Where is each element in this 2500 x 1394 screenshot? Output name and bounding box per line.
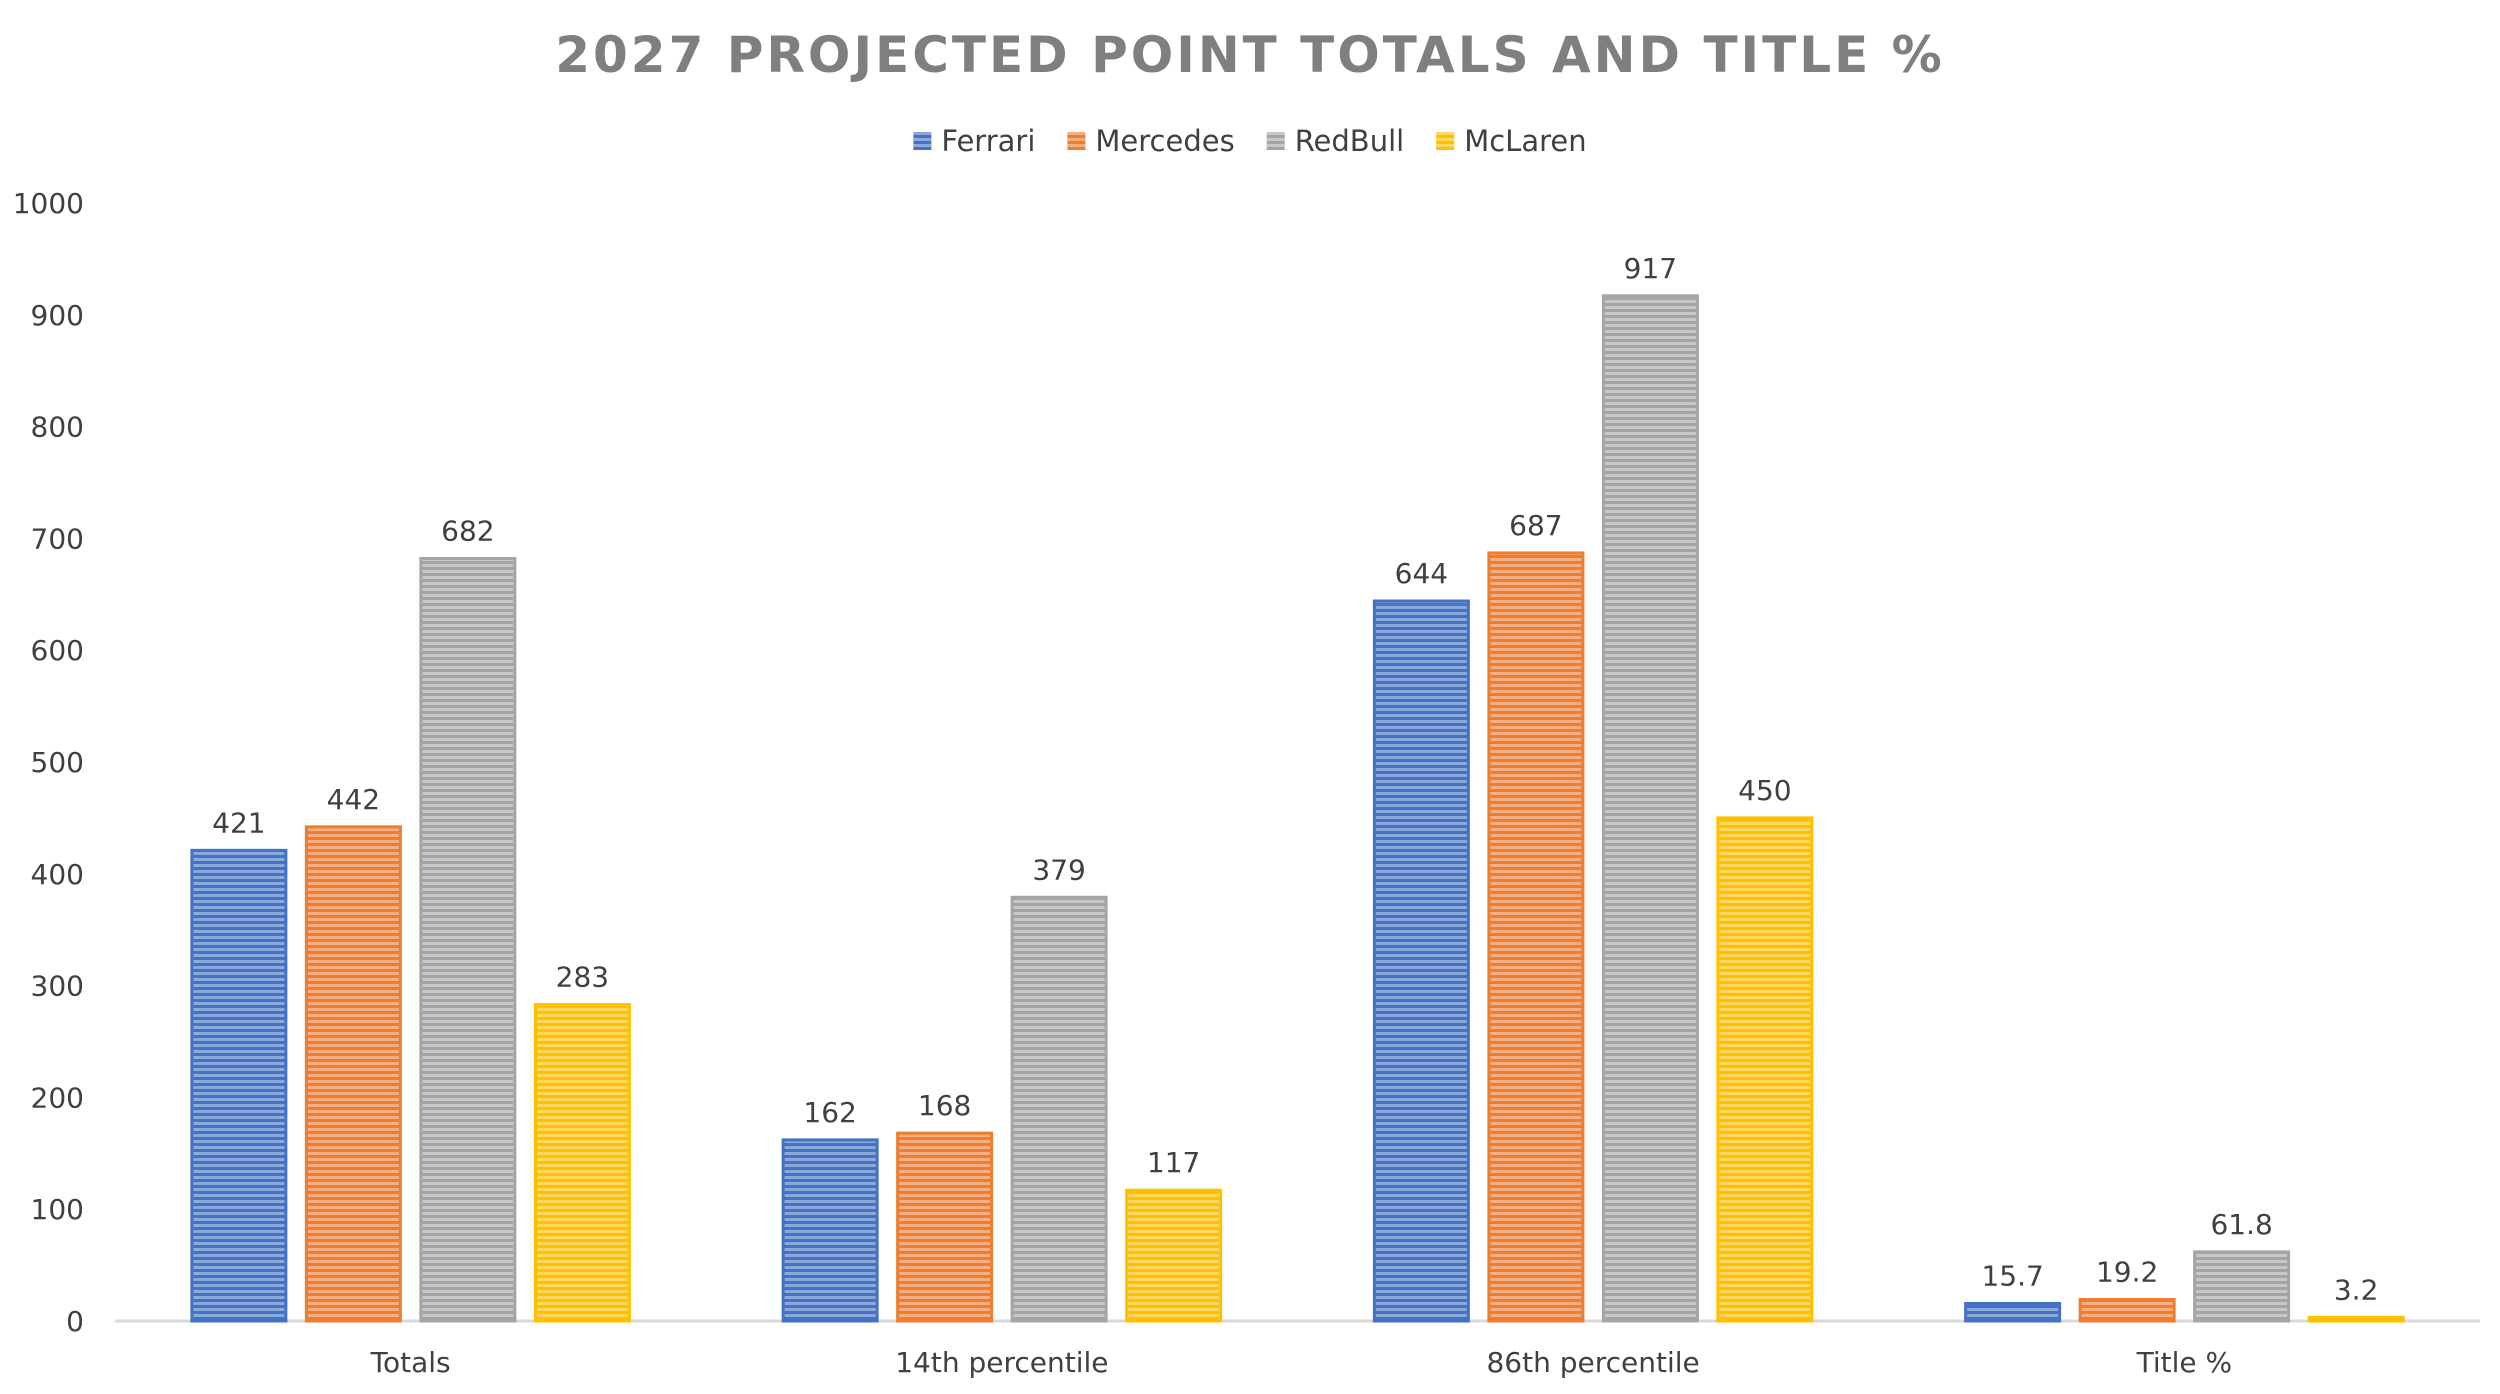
- bar-stripes: [191, 850, 286, 1321]
- chart-title: 2027 PROJECTED POINT TOTALS AND TITLE %: [555, 26, 1945, 84]
- bar-stripes: [306, 826, 401, 1321]
- bar-outline: [419, 557, 517, 1323]
- bar-stripes: [1126, 1190, 1221, 1321]
- y-tick-label: 600: [31, 634, 84, 667]
- y-axis-tick-labels: 0 100 200 300 400 500 600 700 800 900 1000: [13, 187, 84, 1338]
- legend-swatch-stripes: [1436, 132, 1455, 150]
- legend-label: Mercedes: [1095, 124, 1234, 158]
- bar-outline: [896, 1131, 994, 1323]
- bar-outline: [1601, 294, 1699, 1323]
- bar-outline: [304, 825, 402, 1323]
- data-label: 283: [556, 961, 609, 994]
- data-label: 19.2: [2096, 1256, 2158, 1289]
- y-tick-label: 200: [31, 1081, 84, 1114]
- bar-mercedes-0: [304, 825, 402, 1323]
- data-label: 917: [1624, 252, 1677, 285]
- category-label: 14th percentile: [895, 1346, 1108, 1379]
- data-label: 682: [441, 515, 494, 548]
- bar-stripes: [1603, 295, 1698, 1322]
- bar-outline: [1125, 1188, 1223, 1323]
- bar-ferrari-1: [781, 1138, 879, 1323]
- bar-stripes: [1374, 601, 1469, 1321]
- bar-redbull-2: [1601, 294, 1699, 1323]
- y-tick-label: 800: [31, 411, 84, 444]
- bar-mercedes-2: [1487, 551, 1585, 1323]
- data-label: 379: [1032, 853, 1085, 886]
- data-label: 162: [803, 1096, 856, 1129]
- legend-item-ferrari: Ferrari: [913, 124, 1035, 158]
- bar-mercedes-3: [2078, 1298, 2176, 1323]
- bar-outline: [2078, 1298, 2176, 1323]
- y-tick-label: 700: [31, 522, 84, 555]
- data-label: 687: [1509, 509, 1562, 542]
- bar-outline: [1372, 599, 1470, 1323]
- y-tick-label: 900: [31, 299, 84, 332]
- legend: Ferrari Mercedes RedBull McLaren: [913, 124, 1587, 158]
- data-labels: 421 442 682 283 162 168 379 117 644 687 917 450 15.7…: [212, 252, 2378, 1307]
- category-label: 86th percentile: [1486, 1346, 1699, 1379]
- legend-label: McLaren: [1464, 124, 1586, 158]
- bar-stripes: [2309, 1317, 2404, 1321]
- bar-mclaren-1: [1125, 1188, 1223, 1323]
- bar-outline: [781, 1138, 879, 1323]
- bar-stripes: [1965, 1303, 2060, 1321]
- bar-outline: [2193, 1250, 2291, 1323]
- data-label: 168: [918, 1089, 971, 1122]
- legend-item-mclaren: McLaren: [1436, 124, 1587, 158]
- data-label: 61.8: [2210, 1208, 2272, 1241]
- data-label: 442: [327, 783, 380, 816]
- legend-swatch-stripes: [1266, 132, 1285, 150]
- bar-stripes: [2194, 1251, 2289, 1321]
- bar-outline: [1964, 1301, 2062, 1323]
- y-tick-label: 1000: [13, 187, 84, 220]
- data-label: 3.2: [2334, 1273, 2379, 1306]
- bar-stripes: [783, 1139, 878, 1321]
- data-label: 117: [1147, 1146, 1200, 1179]
- y-tick-label: 300: [31, 970, 84, 1003]
- bar-mclaren-3: [2307, 1315, 2405, 1323]
- bar-outline: [533, 1003, 631, 1323]
- y-tick-label: 100: [31, 1193, 84, 1226]
- legend-item-redbull: RedBull: [1266, 124, 1405, 158]
- bar-redbull-1: [1010, 895, 1108, 1323]
- legend-swatch-stripes: [913, 132, 932, 150]
- legend-swatch-stripes: [1067, 132, 1086, 150]
- bar-stripes: [420, 558, 515, 1321]
- bar-stripes: [1488, 552, 1583, 1321]
- bar-mercedes-1: [896, 1131, 994, 1323]
- bar-redbull-3: [2193, 1250, 2291, 1323]
- bar-outline: [1716, 816, 1814, 1323]
- bar-ferrari-2: [1372, 599, 1470, 1323]
- bar-outline: [1487, 551, 1585, 1323]
- bar-stripes: [897, 1133, 992, 1321]
- x-axis-category-labels: Totals 14th percentile 86th percentile Titl…: [370, 1346, 2233, 1379]
- bar-ferrari-3: [1964, 1301, 2062, 1323]
- data-label: 15.7: [1981, 1259, 2043, 1292]
- bar-outline: [2307, 1315, 2405, 1323]
- bar-stripes: [535, 1004, 630, 1321]
- y-tick-label: 400: [31, 858, 84, 891]
- bar-mclaren-2: [1716, 816, 1814, 1323]
- bar-stripes: [2080, 1299, 2175, 1321]
- bars: [190, 294, 2405, 1323]
- legend-label: RedBull: [1295, 124, 1405, 158]
- legend-item-mercedes: Mercedes: [1067, 124, 1235, 158]
- y-tick-label: 500: [31, 746, 84, 779]
- bar-outline: [1010, 895, 1108, 1323]
- legend-label: Ferrari: [941, 124, 1035, 158]
- category-label: Totals: [370, 1346, 451, 1379]
- data-label: 644: [1395, 557, 1448, 590]
- bar-stripes: [1717, 817, 1812, 1321]
- category-label: Title %: [2136, 1346, 2233, 1379]
- bar-ferrari-0: [190, 848, 288, 1323]
- bar-redbull-0: [419, 557, 517, 1323]
- bar-outline: [190, 848, 288, 1323]
- data-label: 421: [212, 806, 265, 839]
- bar-stripes: [1012, 897, 1107, 1321]
- bar-mclaren-0: [533, 1003, 631, 1323]
- data-label: 450: [1738, 774, 1791, 807]
- y-tick-label: 0: [66, 1305, 84, 1338]
